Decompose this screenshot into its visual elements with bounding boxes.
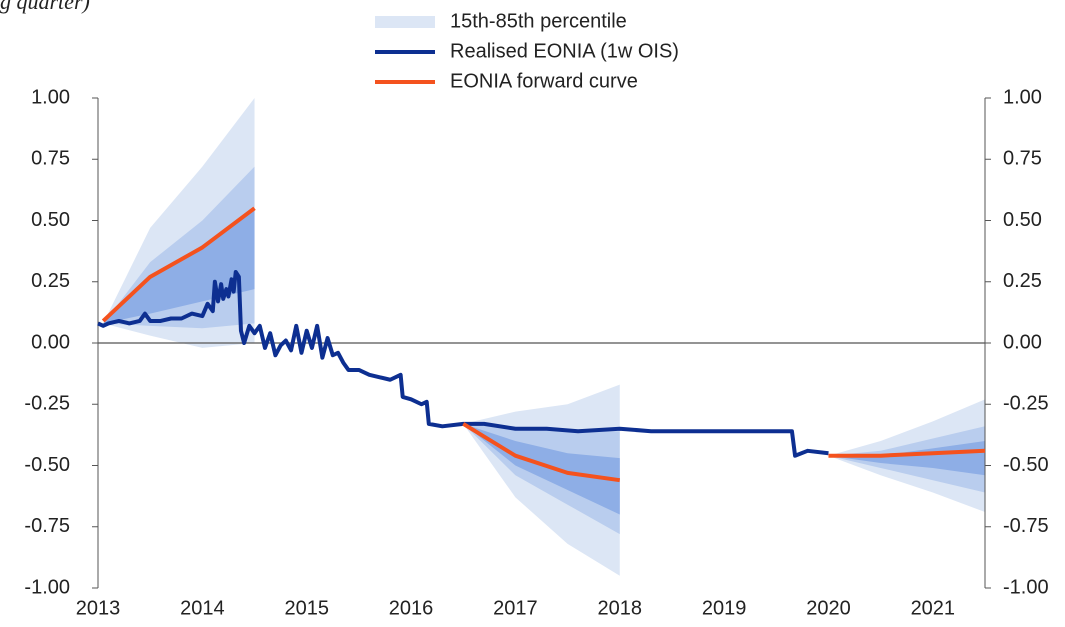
- legend-label: 15th-85th percentile: [450, 10, 627, 32]
- forward-line: [462, 422, 621, 483]
- forward-line: [828, 448, 986, 458]
- x-tick-label: 2014: [180, 597, 225, 619]
- y2-tick-label: 0.00: [1003, 331, 1042, 353]
- y2-tick-label: 0.50: [1003, 209, 1042, 231]
- y-tick-label: -0.50: [24, 454, 70, 476]
- y-tick-label: 0.75: [31, 148, 70, 170]
- x-tick-label: 2019: [702, 597, 747, 619]
- y2-tick-label: 0.75: [1003, 148, 1042, 170]
- y-tick-label: 0.50: [31, 209, 70, 231]
- fan-band: [828, 441, 985, 476]
- y2-tick-label: -0.75: [1003, 515, 1049, 537]
- forward-line: [101, 206, 256, 323]
- x-tick-label: 2015: [284, 597, 329, 619]
- x-tick-label: 2013: [76, 597, 121, 619]
- legend-label: EONIA forward curve: [450, 70, 638, 92]
- y-tick-label: -0.75: [24, 515, 70, 537]
- y2-tick-label: 0.25: [1003, 270, 1042, 292]
- y2-tick-label: 1.00: [1003, 86, 1042, 108]
- x-tick-label: 2020: [806, 597, 851, 619]
- x-tick-label: 2016: [389, 597, 434, 619]
- y-tick-label: -1.00: [24, 576, 70, 598]
- legend-label: Realised EONIA (1w OIS): [450, 40, 679, 62]
- y-tick-label: 1.00: [31, 86, 70, 108]
- x-tick-label: 2021: [911, 597, 956, 619]
- legend-swatch: [375, 16, 435, 28]
- chart-subtitle: g quarter): [0, 0, 90, 14]
- realised-line: [97, 269, 829, 458]
- y2-tick-label: -1.00: [1003, 576, 1049, 598]
- y-tick-label: 0.25: [31, 270, 70, 292]
- x-tick-label: 2018: [598, 597, 643, 619]
- y-tick-label: -0.25: [24, 393, 70, 415]
- y2-tick-label: -0.50: [1003, 454, 1049, 476]
- y-tick-label: 0.00: [31, 331, 70, 353]
- x-tick-label: 2017: [493, 597, 538, 619]
- y2-tick-label: -0.25: [1003, 393, 1049, 415]
